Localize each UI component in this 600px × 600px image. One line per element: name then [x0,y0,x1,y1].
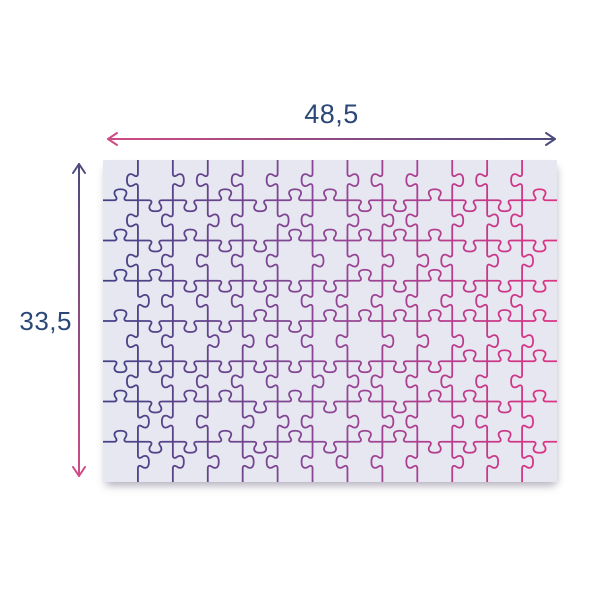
puzzle-column-line [405,160,430,482]
puzzle-column-line [370,160,395,482]
arrow-left-icon [107,132,118,146]
arrow-up-icon [72,163,86,174]
puzzle-row-line [103,389,557,414]
puzzle-preview [103,160,557,482]
puzzle-row-line [103,309,557,333]
height-dimension-label: 33,5 [19,306,72,336]
puzzle-row-line [103,349,557,374]
width-dimension-label: 48,5 [304,99,359,129]
puzzle-column-line [300,160,325,482]
arrow-down-icon [72,466,86,477]
puzzle-row-line [103,228,557,253]
puzzle-column-line [126,160,150,482]
puzzle-column-line [230,160,255,482]
puzzle-row-line [103,268,557,293]
height-dimension-arrow [72,163,86,477]
puzzle-grid-svg [103,160,557,482]
arrow-right-icon [545,132,556,146]
puzzle-column-line [510,160,534,482]
puzzle-row-line [103,188,557,213]
puzzle-column-line [160,160,185,482]
puzzle-row-line [103,429,557,454]
width-dimension-arrow [107,132,556,146]
puzzle-column-line [265,160,290,482]
puzzle-column-line [475,160,500,482]
puzzle-column-line [195,160,220,482]
puzzle-column-line [440,160,465,482]
puzzle-column-line [335,160,360,482]
